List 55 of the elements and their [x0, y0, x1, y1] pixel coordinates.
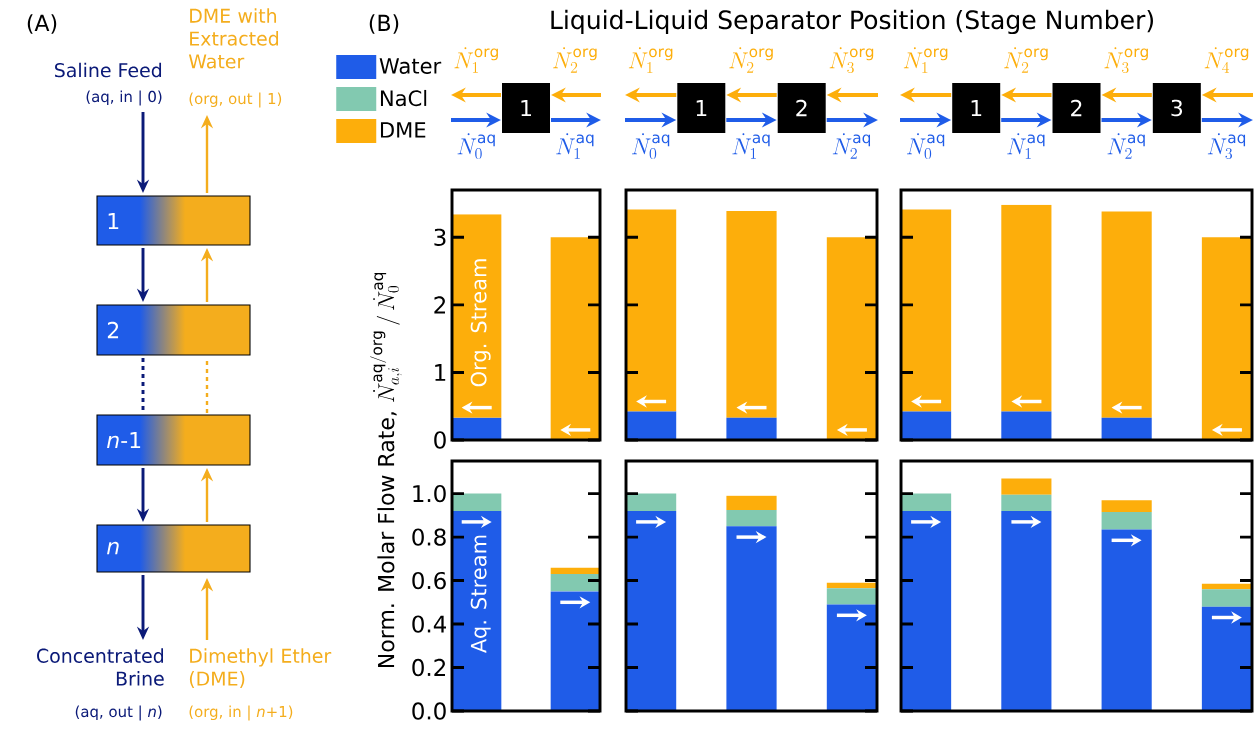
y-tick-label: 0.6	[412, 571, 446, 590]
text: $\dot{N}^{\mathrm{org}}_{2}$	[1004, 47, 1048, 73]
text: (B)	[369, 14, 399, 34]
text: (org, in | n+1)	[189, 705, 293, 721]
text: $\dot{N}^{\mathrm{org}}_{4}$	[1204, 47, 1249, 73]
text: 2	[107, 321, 119, 339]
y-tick-label: 2	[434, 296, 445, 314]
text: $\dot{N}^{\mathrm{aq}}_{0}$	[457, 133, 495, 160]
y-tick-label: 0.8	[412, 528, 446, 546]
text: $\dot{N}^{\mathrm{org}}_{3}$	[829, 47, 874, 74]
text: 2	[1071, 99, 1082, 117]
y-axis-title: $\mbox{Norm. Molar Flow Rate, }\dot{N}^{\mathrm{aq/org}}_{a,i}\,/\,\dot{N}^{\mathrm{aq}}_{0}$	[370, 272, 402, 668]
text: (A)	[27, 14, 57, 34]
text: $\dot{N}^{\mathrm{aq}}_{0}$	[632, 133, 670, 160]
text: $\dot{N}^{\mathrm{org}}_{1}$	[903, 47, 948, 73]
text: $\dot{N}^{\mathrm{org}}_{1}$	[628, 47, 673, 73]
text: DME with Extracted Water	[188, 8, 279, 69]
text: $\dot{N}^{\mathrm{aq}}_{3}$	[1207, 133, 1246, 160]
y-tick-label: 0.2	[412, 658, 445, 677]
text: Liquid-Liquid Separator Position (Stage Number)	[551, 9, 1153, 35]
text: Saline Feed	[55, 62, 162, 78]
annotation: Org. Stream	[470, 259, 491, 387]
legend-label: Water	[379, 58, 442, 74]
text: 1	[108, 212, 119, 230]
y-tick-label: 1	[435, 364, 446, 381]
text: (org, out | 1)	[189, 92, 282, 108]
text: $\dot{N}^{\mathrm{org}}_{2}$	[729, 47, 773, 73]
text: $\dot{N}^{\mathrm{aq}}_{1}$	[556, 133, 594, 159]
text: $\dot{N}^{\mathrm{org}}_{1}$	[454, 47, 498, 73]
text: 2	[796, 99, 807, 117]
annotation: Aq. Stream	[470, 535, 491, 653]
y-tick-label: 1.0	[413, 484, 446, 503]
text: $\dot{N}^{\mathrm{org}}_{2}$	[553, 47, 597, 73]
text: 1	[971, 99, 982, 117]
legend-label: DME	[380, 122, 426, 138]
y-tick-label: 0.0	[412, 702, 446, 720]
text: Dimethyl Ether (DME)	[189, 648, 332, 688]
text: $\dot{N}^{\mathrm{aq}}_{1}$	[1007, 133, 1045, 159]
text: 3	[1171, 99, 1183, 117]
text: 1	[521, 99, 531, 117]
text: (aq, in | 0)	[86, 90, 162, 106]
y-tick-label: 0	[434, 431, 446, 449]
text: 1	[696, 99, 707, 117]
text: $\dot{N}^{\mathrm{aq}}_{2}$	[832, 133, 871, 159]
text: $\dot{N}^{\mathrm{aq}}_{1}$	[732, 133, 770, 159]
text: $\dot{N}^{\mathrm{aq}}_{0}$	[906, 133, 945, 160]
text: n-1	[107, 431, 141, 449]
y-tick-label: 0.4	[412, 615, 446, 633]
legend-label: NaCl	[380, 89, 427, 107]
y-tick-label: 3	[434, 228, 446, 246]
text: (aq, out | n)	[75, 705, 162, 721]
text: $\dot{N}^{\mathrm{aq}}_{2}$	[1107, 133, 1145, 159]
text: $\dot{N}^{\mathrm{org}}_{3}$	[1104, 47, 1148, 74]
text: n	[107, 541, 119, 555]
text: Concentrated Brine	[37, 648, 164, 686]
